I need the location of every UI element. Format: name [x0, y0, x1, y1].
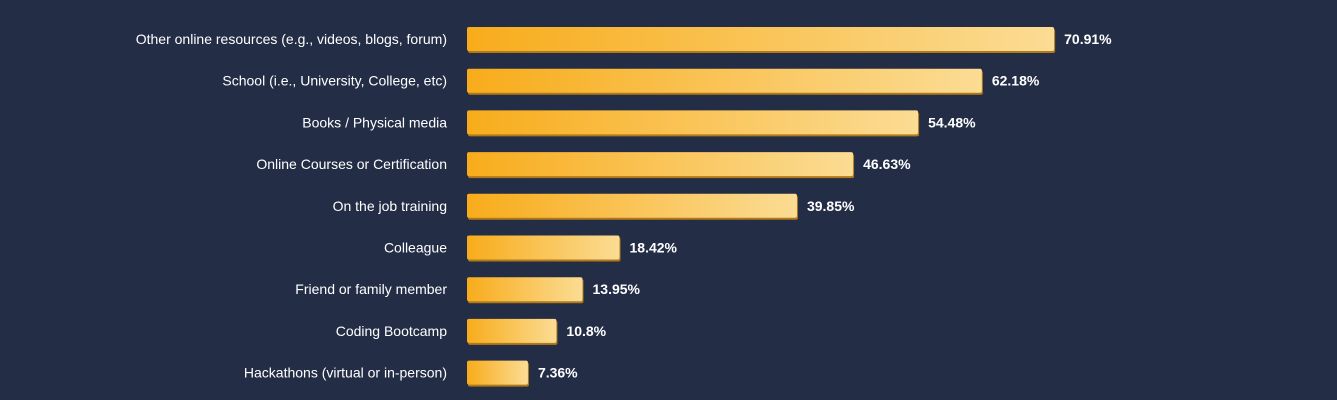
category-label: On the job training: [333, 198, 447, 214]
category-label: Coding Bootcamp: [336, 323, 448, 339]
value-label: 10.8%: [566, 323, 606, 339]
bar: [467, 27, 1055, 51]
category-label: Friend or family member: [295, 281, 447, 297]
value-label: 7.36%: [538, 365, 578, 381]
category-label: Colleague: [384, 240, 447, 256]
value-label: 54.48%: [928, 114, 976, 130]
bar: [467, 318, 557, 343]
value-label: 70.91%: [1064, 31, 1112, 47]
category-label: Other online resources (e.g., videos, bl…: [136, 31, 447, 47]
bar: [467, 360, 528, 385]
bar: [467, 193, 797, 218]
category-label: Hackathons (virtual or in-person): [244, 365, 447, 381]
bar: [467, 277, 583, 302]
bar: [467, 68, 982, 93]
value-label: 62.18%: [992, 73, 1040, 89]
bar: [467, 152, 854, 177]
bars-layer: Other online resources (e.g., videos, bl…: [136, 27, 1112, 387]
value-label: 13.95%: [593, 281, 641, 297]
value-label: 39.85%: [807, 198, 855, 214]
category-label: Online Courses or Certification: [256, 156, 447, 172]
bar: [467, 110, 919, 135]
value-label: 18.42%: [630, 240, 678, 256]
bar: [467, 235, 620, 260]
category-label: Books / Physical media: [302, 114, 447, 130]
value-label: 46.63%: [863, 156, 911, 172]
category-label: School (i.e., University, College, etc): [222, 73, 447, 89]
